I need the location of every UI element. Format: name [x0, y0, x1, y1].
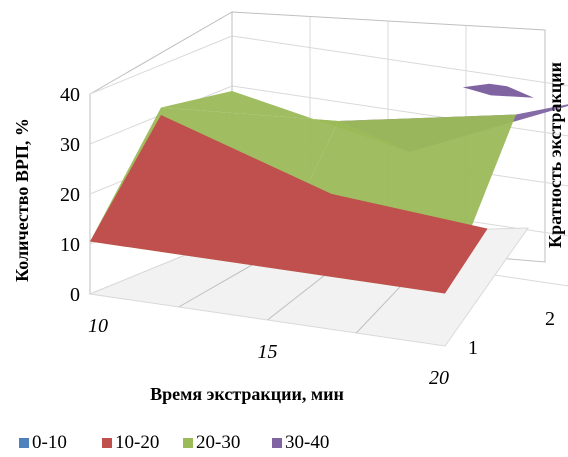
surface-patch [161, 91, 410, 152]
y-tick-label: 30 [60, 134, 80, 156]
x-tick-label: 20 [429, 367, 449, 389]
y-axis-title: Количество ВРП, % [12, 118, 32, 282]
legend-label: 30-40 [285, 432, 329, 453]
surface-band-10-20 [90, 115, 488, 294]
left-gridline [89, 35, 233, 95]
surface-plot [90, 83, 568, 294]
legend-label: 0-10 [32, 432, 67, 453]
z-axis-title: Кратность экстракции [545, 62, 565, 248]
legend: 0-10 10-20 20-30 30-40 [19, 432, 329, 453]
legend-swatch [183, 438, 193, 448]
legend-swatch [102, 438, 112, 448]
y-tick-label: 0 [70, 284, 80, 306]
legend-swatch [19, 438, 29, 448]
legend-label: 10-20 [115, 432, 159, 453]
y-tick-label: 20 [60, 184, 80, 206]
x-axis-title: Время экстракции, мин [150, 384, 344, 404]
x-tick-label: 15 [258, 341, 278, 363]
legend-label: 20-30 [196, 432, 240, 453]
y-tick-label: 40 [60, 84, 80, 106]
x-tick-label: 10 [88, 315, 108, 337]
surface-band-30-40 [462, 83, 534, 98]
y-tick-label: 10 [60, 234, 80, 256]
z-tick-label: 2 [545, 308, 555, 330]
legend-swatch [272, 438, 282, 448]
z-tick-label: 1 [468, 337, 478, 359]
back-gridline [231, 35, 568, 87]
